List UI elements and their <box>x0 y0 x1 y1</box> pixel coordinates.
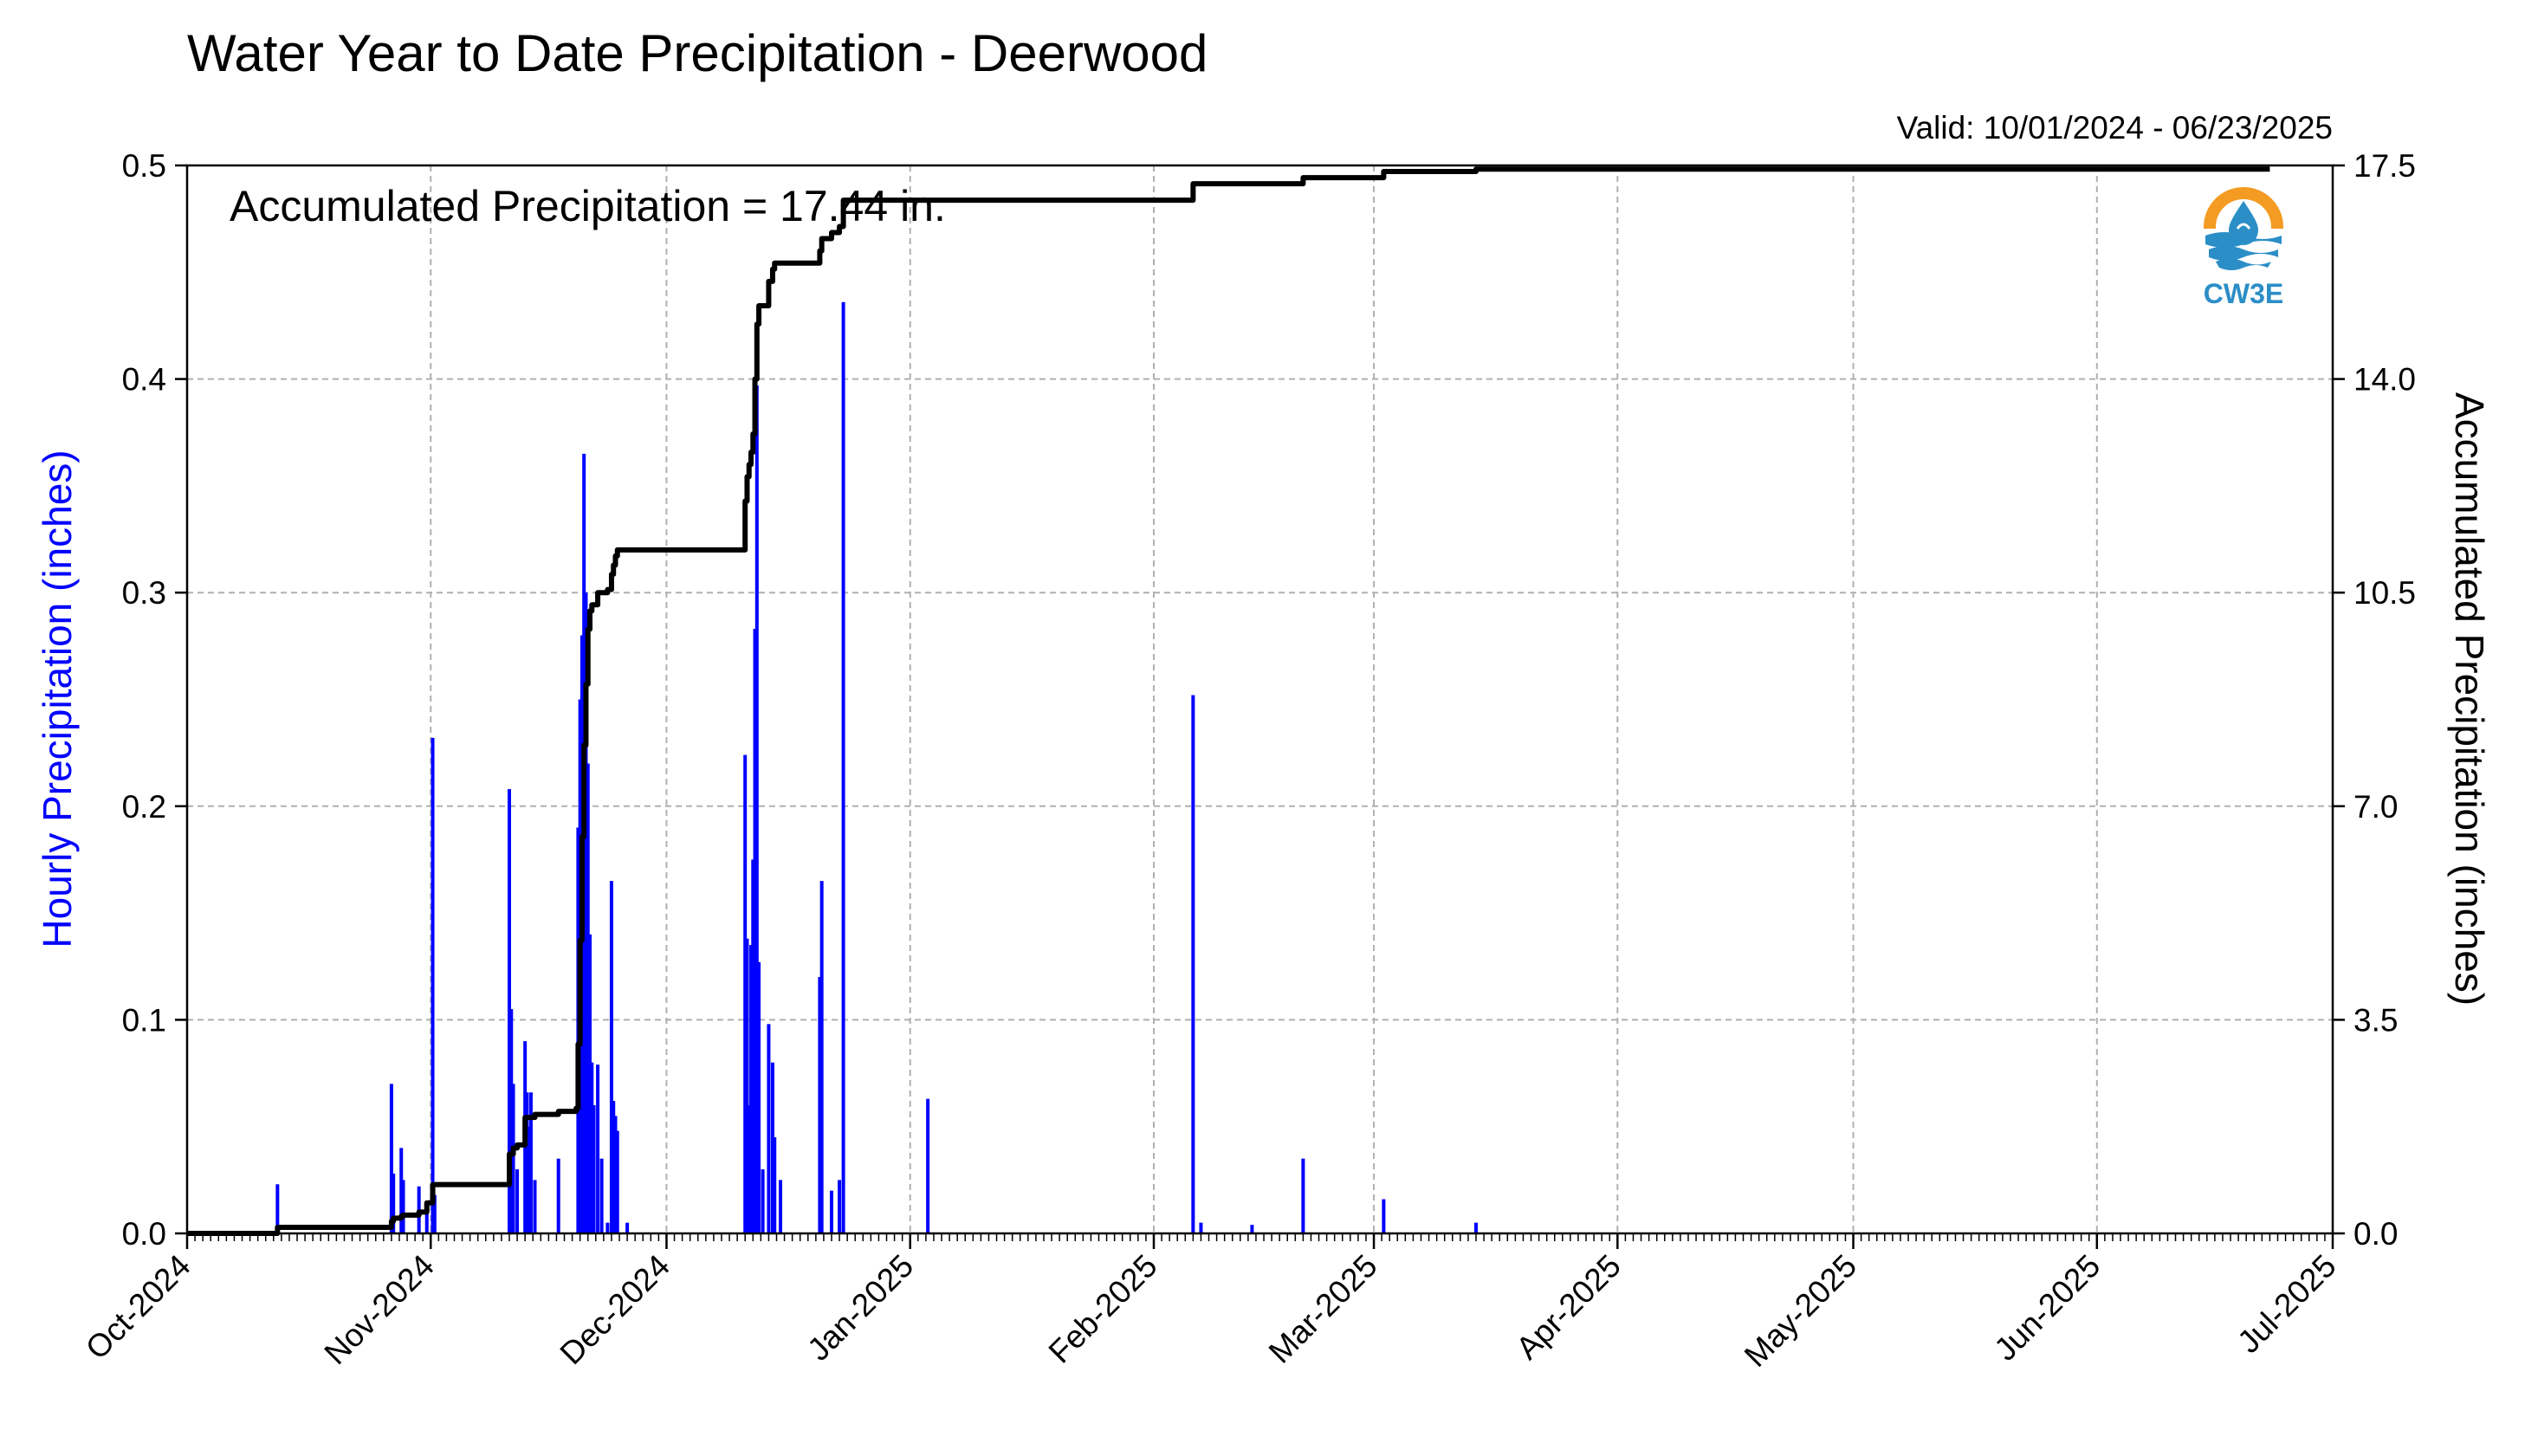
precip-bar <box>556 1158 560 1233</box>
chart-title: Water Year to Date Precipitation - Deerw… <box>187 24 1207 82</box>
x-tick-label: Apr-2025 <box>1509 1248 1628 1367</box>
precip-bar <box>431 737 435 1233</box>
precip-bar <box>747 1105 751 1233</box>
precip-bar <box>1382 1199 1386 1233</box>
x-tick-label: Nov-2024 <box>317 1248 440 1371</box>
precip-bar <box>533 1180 537 1233</box>
precip-bar <box>751 859 755 1233</box>
precip-bar <box>1474 1222 1479 1233</box>
precip-bar <box>625 1222 630 1233</box>
precip-bar <box>770 1062 774 1233</box>
y-tick-label: 0.3 <box>122 575 166 611</box>
precip-bar <box>743 754 748 1233</box>
precip-bar <box>586 763 590 1233</box>
y-tick-label: 0.5 <box>122 148 166 184</box>
precip-bar <box>819 881 824 1233</box>
accumulated-annotation: Accumulated Precipitation = 17.44 in. <box>230 182 946 230</box>
precip-bar <box>838 1180 842 1233</box>
precip-bar <box>392 1173 396 1233</box>
y-axis-label: Hourly Precipitation (inches) <box>35 450 80 948</box>
precip-bar <box>401 1180 405 1233</box>
precip-bar <box>527 1126 531 1233</box>
x-tick-label: Jun-2025 <box>1987 1248 2107 1368</box>
precip-bar <box>773 1137 777 1233</box>
y2-tick-label: 14.0 <box>2353 362 2416 398</box>
precip-bar <box>596 1064 600 1233</box>
precip-bar <box>767 1024 771 1233</box>
precip-bar <box>511 1084 515 1233</box>
x-tick-label: Feb-2025 <box>1042 1248 1164 1370</box>
precip-bar <box>509 1009 514 1233</box>
y2-tick-label: 7.0 <box>2353 789 2398 825</box>
x-tick-label: Dec-2024 <box>554 1248 677 1371</box>
precip-bar <box>612 1101 616 1233</box>
precip-bar <box>588 934 592 1233</box>
y2-tick-label: 17.5 <box>2353 148 2416 184</box>
y-tick-label: 0.1 <box>122 1002 166 1038</box>
x-tick-label: Oct-2024 <box>79 1248 197 1367</box>
precip-bar <box>818 977 822 1233</box>
x-tick-label: May-2025 <box>1738 1248 1863 1374</box>
logo-text: CW3E <box>2204 278 2283 309</box>
precip-bar <box>926 1098 930 1233</box>
accumulated-line-group <box>187 166 2270 1236</box>
precip-bar <box>745 938 749 1233</box>
precip-bar <box>1250 1225 1254 1233</box>
logo-droplet-swirl <box>2236 223 2251 230</box>
precip-bar <box>590 1062 594 1233</box>
precip-bar <box>508 789 512 1233</box>
precip-bar <box>424 1207 429 1233</box>
precip-bar <box>275 1184 280 1233</box>
y-tick-label: 0.0 <box>122 1216 166 1252</box>
precip-bar <box>615 1130 619 1233</box>
precip-bar <box>584 592 588 1233</box>
precip-bar <box>525 1092 529 1233</box>
logo-wave-3 <box>2216 258 2271 270</box>
precip-bar <box>754 385 759 1233</box>
x-tick-label: Jul-2025 <box>2230 1248 2342 1360</box>
accumulated-line <box>187 166 2270 1236</box>
precip-bar <box>605 1222 610 1233</box>
x-tick-label: Mar-2025 <box>1262 1248 1384 1370</box>
logo-wave-2 <box>2209 246 2278 261</box>
x-tick-label: Jan-2025 <box>800 1248 920 1368</box>
y-tick-label: 0.4 <box>122 362 166 398</box>
precip-bar <box>515 1169 520 1233</box>
y2-tick-label: 3.5 <box>2353 1002 2398 1038</box>
plot-area <box>187 165 2333 1233</box>
precip-bar <box>389 1084 393 1233</box>
precip-bar <box>1191 695 1195 1233</box>
y2-tick-label: 0.0 <box>2353 1216 2398 1252</box>
precip-bar <box>432 1194 437 1233</box>
cw3e-logo: CW3E <box>2202 187 2285 309</box>
precip-bar <box>599 1158 604 1233</box>
precip-bar <box>609 881 613 1233</box>
precip-bar <box>841 301 845 1234</box>
chart-subtitle: Valid: 10/01/2024 - 06/23/2025 <box>1897 110 2333 146</box>
precip-bar <box>757 961 761 1233</box>
precip-bar <box>753 629 757 1233</box>
precip-bar <box>399 1148 404 1233</box>
y2-tick-label: 10.5 <box>2353 575 2416 611</box>
y-tick-label: 0.2 <box>122 789 166 825</box>
precip-bar <box>613 1116 618 1233</box>
precip-bar <box>779 1180 783 1233</box>
grid-lines <box>186 165 2334 1234</box>
precip-bar <box>1199 1222 1203 1233</box>
precip-bar <box>1301 1158 1305 1233</box>
precip-bar <box>528 1092 533 1233</box>
precip-bar <box>749 945 754 1233</box>
precip-bar <box>830 1190 834 1233</box>
precip-bar <box>592 1105 596 1233</box>
y2-axis-label: Accumulated Precipitation (inches) <box>2447 392 2492 1006</box>
precip-bar <box>761 1169 765 1233</box>
plot-frame <box>185 164 2334 1235</box>
